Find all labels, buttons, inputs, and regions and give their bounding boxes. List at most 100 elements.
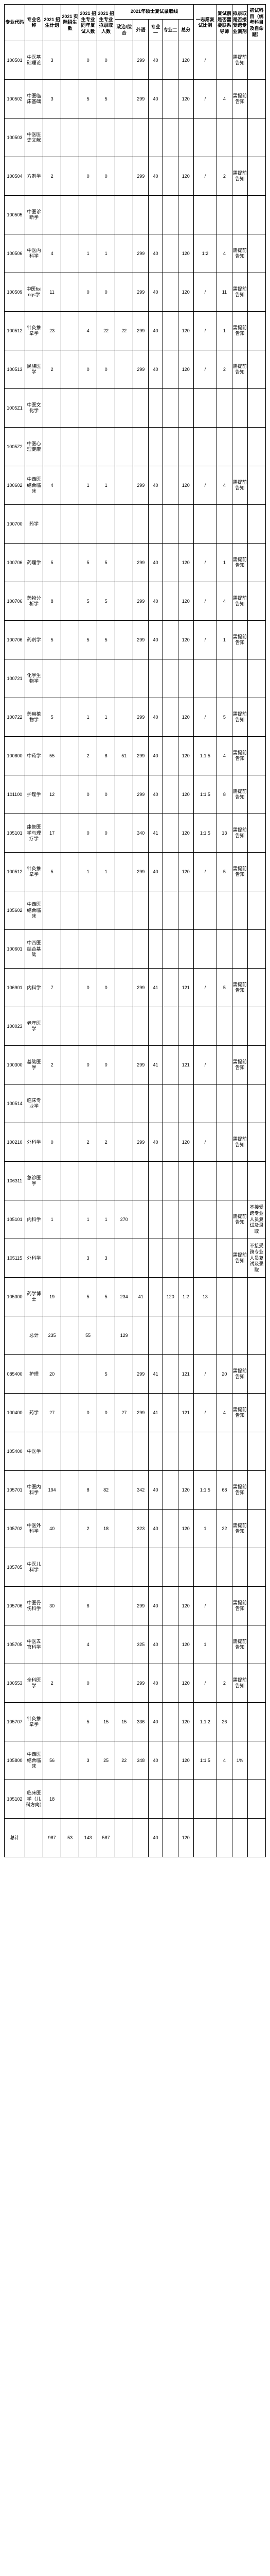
cell-name: 中医医史文献 (25, 118, 43, 157)
cell-value: 56 (43, 1741, 61, 1780)
table-row: 100505中医诊断学 (5, 196, 266, 234)
cell-value (43, 196, 61, 234)
cell-name: 中西医结合临床 (25, 1741, 43, 1780)
cell-value (43, 1432, 61, 1471)
cell-value (79, 389, 97, 428)
cell-value (217, 1046, 232, 1084)
cell-value: 不接受跨专业人员复试及录取 (247, 1200, 265, 1239)
cell-code: 100509 (5, 273, 25, 312)
cell-value: 25 (97, 1741, 115, 1780)
cell-value: 0 (97, 350, 115, 389)
cell-code: 100512 (5, 312, 25, 350)
cell-code: 100553 (5, 1664, 25, 1703)
cell-name: 方剂学 (25, 157, 43, 196)
cell-value (79, 891, 97, 930)
cell-code: 100504 (5, 157, 25, 196)
cell-value (43, 891, 61, 930)
cell-code: 100300 (5, 1046, 25, 1084)
table-row: 100512针灸推拿学51129940120/5需提前告知 (5, 853, 266, 891)
cell-value: 325 (133, 1625, 149, 1664)
cell-value: 0 (97, 273, 115, 312)
hdr-subjects: 初试科目（统考科目及自命题） (247, 5, 265, 41)
cell-value (193, 1200, 217, 1239)
cell-value: 120 (178, 814, 193, 853)
cell-value (178, 1316, 193, 1355)
cell-name: 中医fixings学 (25, 273, 43, 312)
table-row: 105101内科学111270需提前告知不接受跨专业人员复试及录取 (5, 1200, 266, 1239)
cell-value: 1:2 (193, 234, 217, 273)
cell-value (115, 428, 133, 466)
cell-value (115, 234, 133, 273)
table-row: 100513民族医学20029940120/2需提前告知 (5, 350, 266, 389)
cell-value: 121 (178, 969, 193, 1007)
cell-code: 100800 (5, 737, 25, 775)
cell-value (247, 1510, 265, 1548)
cell-value: 1 (79, 853, 97, 891)
cell-name: 药物分析学 (25, 582, 43, 621)
cell-value: 299 (133, 350, 149, 389)
cell-value: 0 (79, 969, 97, 1007)
cell-value (163, 814, 178, 853)
cell-value: 121 (178, 1355, 193, 1394)
cell-value (79, 1432, 97, 1471)
cell-value (43, 1239, 61, 1278)
cell-value (133, 389, 149, 428)
cell-value: 299 (133, 544, 149, 582)
cell-value: 27 (115, 1394, 133, 1432)
cell-name: 中医心理健康 (25, 428, 43, 466)
cell-value (193, 1548, 217, 1587)
cell-code: 105706 (5, 1587, 25, 1625)
cell-value (133, 505, 149, 544)
cell-value (163, 1432, 178, 1471)
cell-value (97, 1007, 115, 1046)
hdr-ratio: 一志愿复试比例 (193, 5, 217, 41)
cell-value: 40 (43, 1510, 61, 1548)
cell-value: 129 (115, 1316, 133, 1355)
cell-name: 中医外科学 (25, 1510, 43, 1548)
cell-value: 299 (133, 80, 149, 118)
cell-value: 需提前告知 (232, 582, 247, 621)
cell-value: 342 (133, 1471, 149, 1510)
cell-value: 299 (133, 621, 149, 659)
cell-value (149, 1084, 163, 1123)
cell-value (247, 350, 265, 389)
cell-value: 需提前告知 (232, 621, 247, 659)
cell-value (61, 891, 79, 930)
cell-value (115, 969, 133, 1007)
cell-value (97, 1625, 115, 1664)
cell-value (133, 1007, 149, 1046)
cell-name: 外科学 (25, 1123, 43, 1162)
cell-name: 基础医学 (25, 1046, 43, 1084)
cell-value (61, 157, 79, 196)
cell-value (115, 1510, 133, 1548)
cell-value: 40 (149, 157, 163, 196)
hdr-name: 专业名称 (25, 5, 43, 41)
cell-value (193, 118, 217, 157)
cell-value: 40 (149, 1703, 163, 1741)
cell-value: 5 (79, 80, 97, 118)
cell-value: 299 (133, 273, 149, 312)
cell-value: 20 (217, 1355, 232, 1394)
cell-value: 120 (178, 466, 193, 505)
cell-value (61, 853, 79, 891)
cell-name: 老年医学 (25, 1007, 43, 1046)
cell-value: 1 (217, 621, 232, 659)
cell-value (61, 1394, 79, 1432)
cell-value (247, 1664, 265, 1703)
cell-value: 40 (149, 273, 163, 312)
cell-value (193, 1780, 217, 1819)
cell-value: / (193, 273, 217, 312)
cell-value (97, 118, 115, 157)
cell-value (163, 1239, 178, 1278)
cell-value (115, 350, 133, 389)
hdr-sub-total: 总分 (178, 19, 193, 41)
hdr-contact: 复试前是否需要联系导师 (217, 5, 232, 41)
cell-value: 5 (43, 853, 61, 891)
cell-value: 299 (133, 1394, 149, 1432)
cell-value: 6 (79, 1587, 97, 1625)
cell-value (115, 1432, 133, 1471)
cell-value (247, 1007, 265, 1046)
cell-value: 18 (97, 1510, 115, 1548)
cell-value: 299 (133, 969, 149, 1007)
cell-name: 中西医结合临床 (25, 891, 43, 930)
